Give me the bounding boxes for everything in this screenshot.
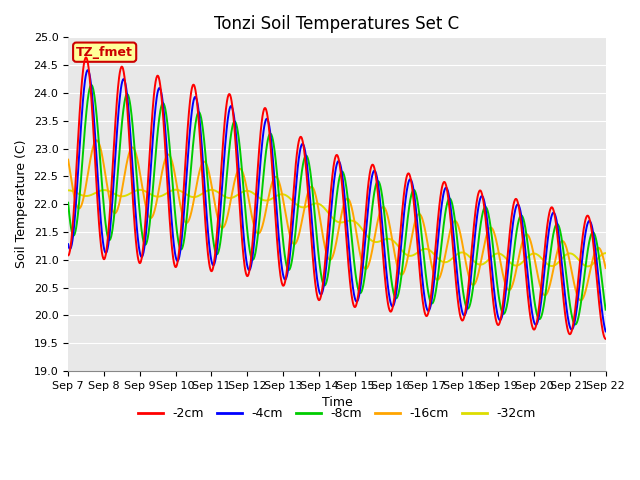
Y-axis label: Soil Temperature (C): Soil Temperature (C) (15, 140, 28, 268)
Title: Tonzi Soil Temperatures Set C: Tonzi Soil Temperatures Set C (214, 15, 460, 33)
Text: TZ_fmet: TZ_fmet (76, 46, 133, 59)
X-axis label: Time: Time (321, 396, 352, 409)
Legend: -2cm, -4cm, -8cm, -16cm, -32cm: -2cm, -4cm, -8cm, -16cm, -32cm (132, 402, 541, 425)
